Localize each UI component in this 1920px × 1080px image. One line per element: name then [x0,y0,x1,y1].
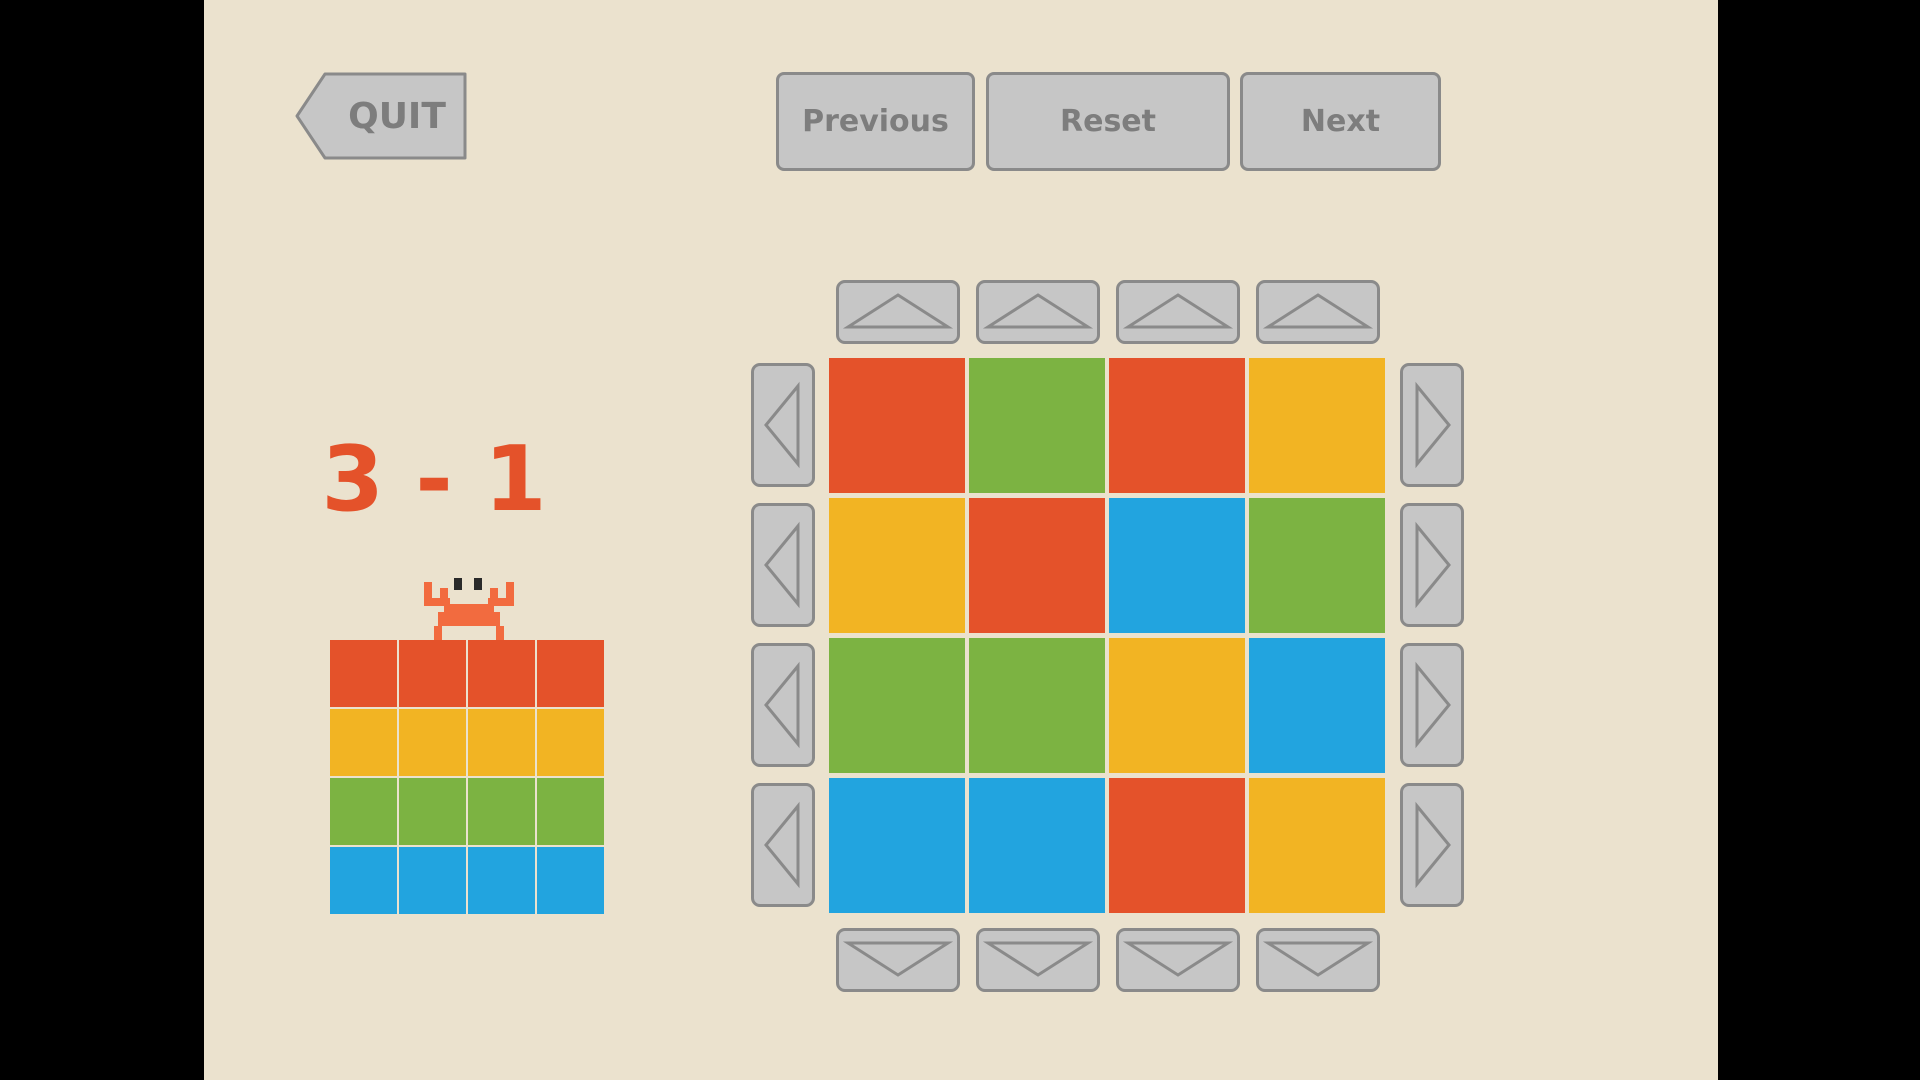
shift-right-row-3-button[interactable] [1400,643,1464,767]
shift-down-column-3-button[interactable] [1116,928,1240,992]
triangle-right-icon [1415,381,1451,469]
triangle-up-icon [1122,293,1234,329]
target-cell [399,640,466,707]
puzzle-board [829,358,1389,914]
board-tile[interactable] [829,778,965,913]
board-tile[interactable] [1249,638,1385,773]
target-pattern [330,640,606,916]
triangle-right-icon [1415,661,1451,749]
pixel-crab-icon [424,578,514,640]
next-button[interactable]: Next [1240,72,1441,171]
triangle-left-icon [764,661,800,749]
board-tile[interactable] [969,498,1105,633]
triangle-left-icon [764,381,800,469]
board-tile[interactable] [1249,778,1385,913]
triangle-down-icon [1122,941,1234,977]
triangle-down-icon [842,941,954,977]
board-tile[interactable] [1109,358,1245,493]
quit-button[interactable]: QUIT [295,72,467,160]
shift-left-row-3-button[interactable] [751,643,815,767]
reset-button[interactable]: Reset [986,72,1230,171]
quit-label: QUIT [348,95,446,137]
previous-button[interactable]: Previous [776,72,975,171]
shift-left-row-4-button[interactable] [751,783,815,907]
board-tile[interactable] [1249,498,1385,633]
target-cell [330,847,397,914]
shift-up-column-3-button[interactable] [1116,280,1240,344]
board-tile[interactable] [829,638,965,773]
target-cell [399,847,466,914]
shift-up-column-4-button[interactable] [1256,280,1380,344]
target-cell [537,709,604,776]
target-cell [330,640,397,707]
back-arrow-tab-icon [295,72,467,160]
shift-up-column-1-button[interactable] [836,280,960,344]
target-cell [399,709,466,776]
target-cell [537,778,604,845]
triangle-left-icon [764,521,800,609]
level-number: 3 - 1 [321,427,547,532]
triangle-left-icon [764,801,800,889]
shift-left-row-1-button[interactable] [751,363,815,487]
game-stage: QUIT Previous Reset Next 3 - 1 [204,0,1718,1080]
triangle-up-icon [1262,293,1374,329]
target-cell [537,640,604,707]
board-tile[interactable] [1109,638,1245,773]
shift-down-column-2-button[interactable] [976,928,1100,992]
triangle-up-icon [982,293,1094,329]
target-cell [399,778,466,845]
board-tile[interactable] [1109,778,1245,913]
triangle-down-icon [982,941,1094,977]
board-tile[interactable] [969,778,1105,913]
shift-right-row-4-button[interactable] [1400,783,1464,907]
triangle-up-icon [842,293,954,329]
board-tile[interactable] [969,358,1105,493]
target-cell [537,847,604,914]
board-tile[interactable] [1109,498,1245,633]
shift-right-row-2-button[interactable] [1400,503,1464,627]
board-tile[interactable] [829,498,965,633]
shift-left-row-2-button[interactable] [751,503,815,627]
board-tile[interactable] [969,638,1105,773]
triangle-down-icon [1262,941,1374,977]
shift-up-column-2-button[interactable] [976,280,1100,344]
triangle-right-icon [1415,801,1451,889]
target-cell [330,778,397,845]
target-cell [468,778,535,845]
shift-down-column-1-button[interactable] [836,928,960,992]
triangle-right-icon [1415,521,1451,609]
shift-down-column-4-button[interactable] [1256,928,1380,992]
target-cell [330,709,397,776]
shift-right-row-1-button[interactable] [1400,363,1464,487]
target-cell [468,640,535,707]
target-cell [468,847,535,914]
target-cell [468,709,535,776]
board-tile[interactable] [829,358,965,493]
board-tile[interactable] [1249,358,1385,493]
